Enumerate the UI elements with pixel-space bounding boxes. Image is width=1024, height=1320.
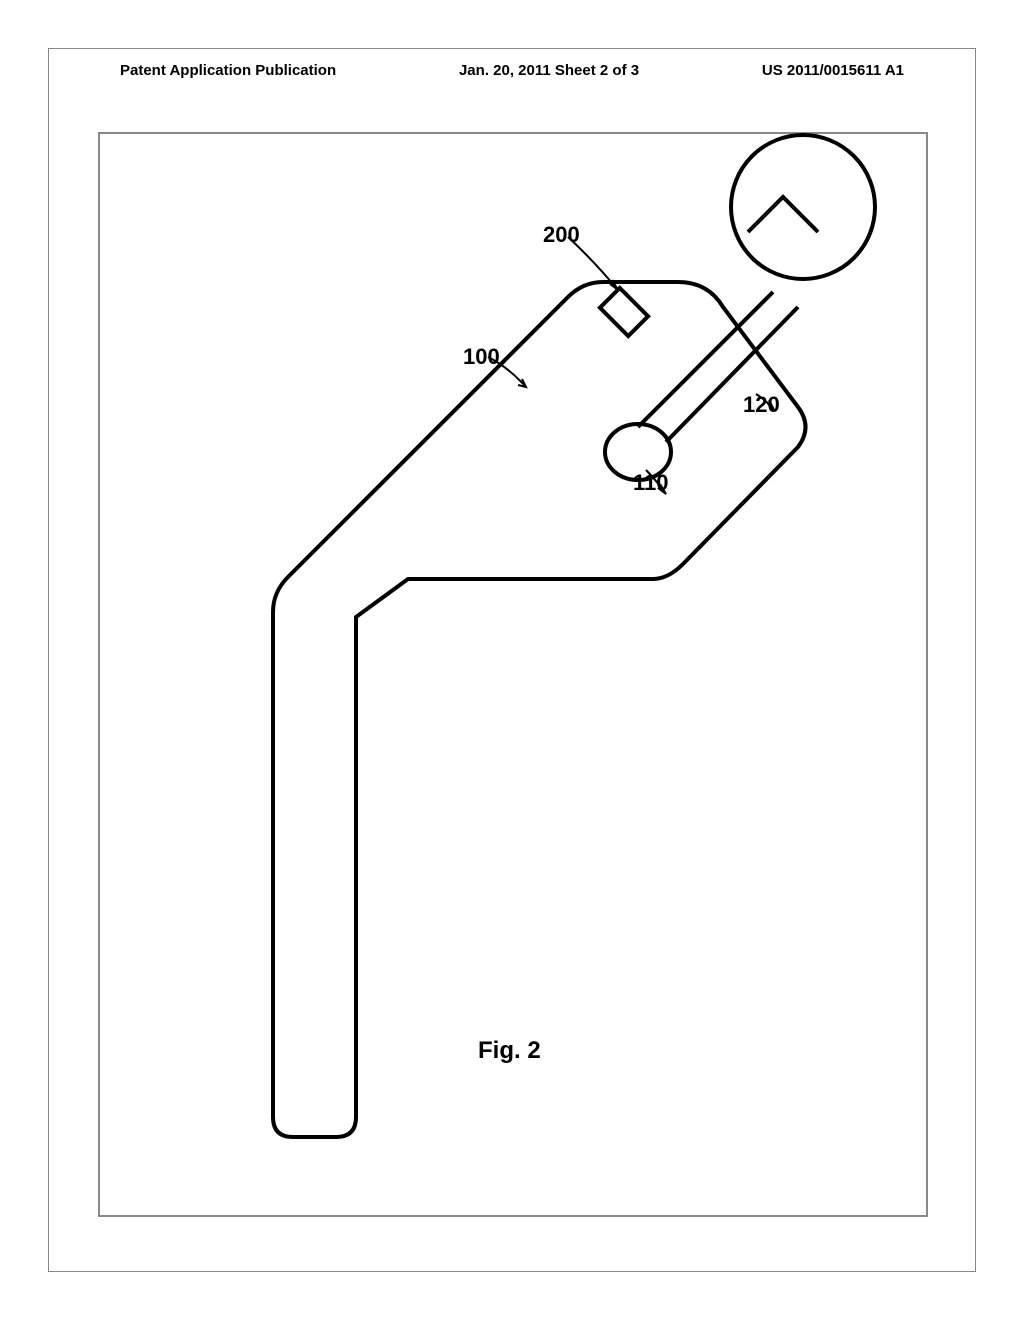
- header-right: US 2011/0015611 A1: [762, 62, 904, 79]
- ref-100: 100: [463, 344, 500, 370]
- page-header: Patent Application Publication Jan. 20, …: [120, 62, 904, 79]
- header-center: Jan. 20, 2011 Sheet 2 of 3: [459, 62, 639, 79]
- tab-element: [600, 288, 648, 336]
- ref-110: 110: [633, 470, 669, 496]
- ball-head: [731, 135, 875, 279]
- figure-label: Fig. 2: [478, 1037, 541, 1065]
- lever-arm-2: [666, 307, 798, 442]
- figure-area: 100 200 110 120 Fig. 2: [98, 132, 928, 1217]
- ref-120: 120: [743, 392, 780, 418]
- chevron-mark: [748, 197, 818, 232]
- ref-200: 200: [543, 222, 580, 248]
- header-left: Patent Application Publication: [120, 62, 336, 79]
- main-body-outline: [273, 282, 806, 1137]
